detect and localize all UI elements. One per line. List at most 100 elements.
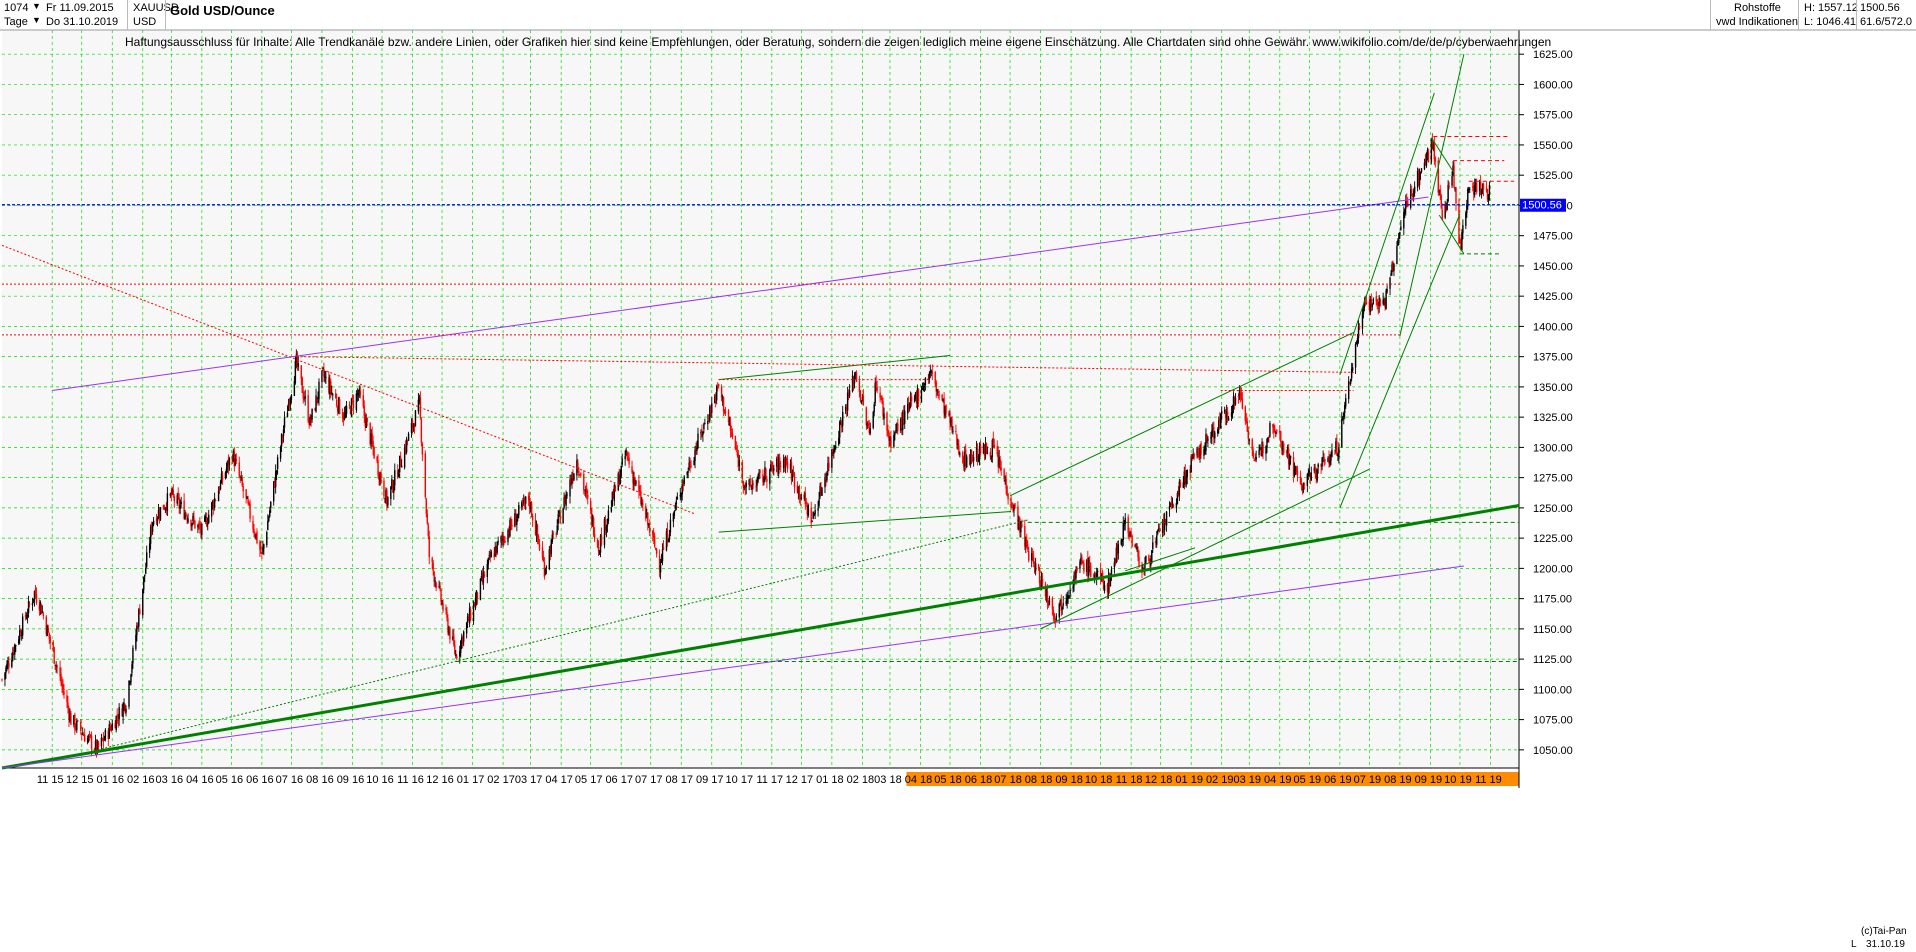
candle-body (845, 406, 848, 411)
candle-body (466, 616, 469, 623)
candle-body (503, 536, 505, 541)
x-tick-label: 10 19 (1444, 774, 1472, 786)
candle-body (1171, 504, 1174, 506)
candle-body (61, 682, 63, 687)
candle-body (804, 492, 806, 504)
candle-body (996, 446, 998, 455)
candle-body (660, 559, 663, 563)
candle-body (125, 708, 127, 713)
candle-body (137, 625, 139, 628)
chevron-down-icon[interactable]: ▼ (32, 15, 41, 25)
candle-body (1259, 447, 1261, 450)
candle-body (1025, 540, 1027, 547)
candle-body (1467, 188, 1469, 207)
candle-body (743, 486, 745, 489)
x-tick-label: 02 19 (1206, 774, 1234, 786)
candle-body (990, 456, 993, 460)
candle-body (42, 613, 45, 616)
candle-body (115, 716, 117, 731)
candle-body (1110, 569, 1113, 575)
candle-body (1220, 414, 1222, 429)
candle-body (1265, 445, 1267, 454)
candle-body (213, 498, 216, 509)
candle-body (214, 500, 217, 502)
candle-body (805, 501, 807, 504)
candle-body (910, 396, 913, 402)
candle-body (1176, 493, 1179, 505)
scale-mode-label[interactable]: L (1851, 939, 1857, 950)
candle-body (308, 421, 310, 425)
candle-body (187, 518, 189, 523)
candle-body (39, 601, 42, 609)
candle-body (445, 608, 447, 611)
candle-body (1204, 449, 1206, 451)
candle-body (69, 713, 71, 722)
candle-body (1060, 599, 1062, 611)
y-tick-label: 1250.00 (1533, 503, 1573, 515)
candle-body (467, 616, 470, 622)
candle-body (24, 614, 27, 618)
candle-body (697, 433, 699, 448)
candle-body (1260, 447, 1262, 456)
candle-body (1351, 367, 1354, 371)
candle-body (53, 647, 55, 664)
candle-body (959, 453, 961, 455)
candle-body (1294, 467, 1297, 470)
chevron-down-icon[interactable]: ▼ (32, 1, 41, 11)
candle-body (1288, 460, 1291, 466)
candle-body (1099, 568, 1102, 580)
candle-body (461, 637, 463, 644)
candle-body (1474, 185, 1476, 195)
candle-body (1031, 555, 1034, 557)
candle-body (399, 455, 401, 473)
candle-body (288, 403, 291, 407)
candle-body (442, 603, 444, 611)
interval-label[interactable]: Tage (4, 16, 28, 28)
candle-body (722, 397, 725, 412)
candle-body (1327, 457, 1329, 462)
candle-body (690, 465, 692, 467)
candle-body (962, 452, 964, 464)
candle-body (1425, 155, 1428, 166)
candle-body (1469, 188, 1471, 190)
candle-body (1411, 194, 1414, 197)
candle-body (1400, 226, 1402, 231)
candle-body (917, 389, 920, 401)
candle-body (474, 598, 477, 608)
candle-body (489, 553, 491, 559)
candle-body (109, 726, 111, 729)
candle-body (751, 484, 753, 490)
y-tick-label: 1575.00 (1533, 110, 1573, 122)
candle-body (185, 513, 187, 516)
candle-body (472, 603, 475, 622)
candle-body (449, 627, 451, 640)
candle-body (944, 405, 946, 416)
candle-body (811, 520, 813, 522)
candle-body (1274, 429, 1276, 433)
x-tick-label: 11 15 (37, 774, 64, 786)
candle-body (1363, 301, 1366, 308)
candle-body (1375, 296, 1377, 301)
candle-body (835, 446, 837, 448)
x-tick-label: 06 17 (605, 774, 633, 786)
candle-body (957, 443, 959, 446)
candle-body (659, 564, 662, 573)
candle-body (522, 500, 524, 505)
x-tick-label: 12 16 (426, 774, 454, 786)
candle-body (613, 485, 616, 501)
candle-body (136, 625, 138, 636)
candle-body (564, 496, 566, 505)
candle-body (110, 728, 112, 731)
candle-body (714, 396, 716, 404)
candle-body (1459, 241, 1461, 244)
candle-body (681, 484, 683, 495)
candle-body (1182, 482, 1185, 488)
high-label: H: 1557.12 (1804, 2, 1858, 14)
candle-body (1088, 560, 1090, 576)
trendline (1339, 92, 1435, 375)
candle-body (628, 457, 630, 465)
x-tick-label: 12 18 (1145, 774, 1173, 786)
candle-body (1038, 568, 1041, 584)
candle-body (198, 523, 200, 525)
